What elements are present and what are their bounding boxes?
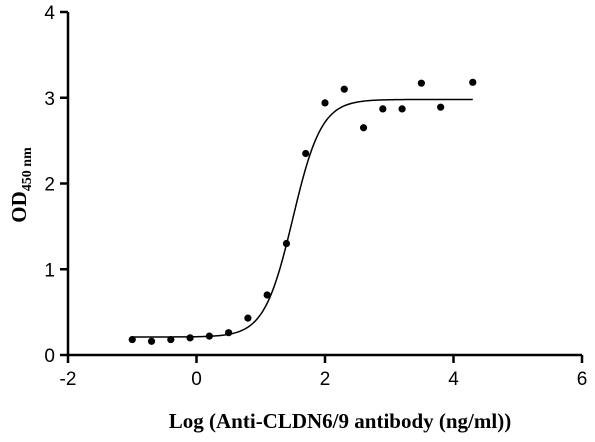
y-axis-title: OD450 nm xyxy=(7,147,35,223)
x-axis-title: Log (Anti-CLDN6/9 antibody (ng/ml)) xyxy=(169,409,511,433)
y-tick-label: 1 xyxy=(44,260,55,281)
x-tick-label: -2 xyxy=(60,369,77,390)
data-point xyxy=(205,332,213,340)
y-axis-title-main: OD xyxy=(7,191,31,223)
fit-curve xyxy=(132,98,473,338)
data-point xyxy=(282,239,291,248)
data-point xyxy=(186,334,194,342)
data-point xyxy=(167,335,175,344)
y-tick-label: 4 xyxy=(44,3,55,24)
data-point xyxy=(469,78,477,86)
x-tick-label: 4 xyxy=(448,369,459,390)
data-point xyxy=(128,335,136,344)
data-point xyxy=(340,85,348,93)
y-tick-label: 3 xyxy=(44,89,55,110)
data-point xyxy=(263,291,271,299)
data-point xyxy=(437,103,445,111)
x-tick-label: 0 xyxy=(191,369,202,390)
data-point xyxy=(321,99,329,107)
data-point xyxy=(244,314,252,322)
data-point xyxy=(398,105,406,113)
svg-text:OD450 nm: OD450 nm xyxy=(7,147,35,223)
data-point xyxy=(225,329,233,337)
data-point xyxy=(359,124,368,132)
x-tick-label: 6 xyxy=(577,369,588,390)
data-points xyxy=(128,78,477,345)
y-tick-label: 2 xyxy=(44,175,55,196)
data-point xyxy=(379,105,387,113)
data-point xyxy=(302,149,310,158)
data-point xyxy=(147,337,156,345)
data-point xyxy=(417,79,425,87)
y-tick-label: 0 xyxy=(44,346,55,367)
y-axis-title-subscript: 450 nm xyxy=(20,147,35,191)
x-tick-label: 2 xyxy=(320,369,331,390)
